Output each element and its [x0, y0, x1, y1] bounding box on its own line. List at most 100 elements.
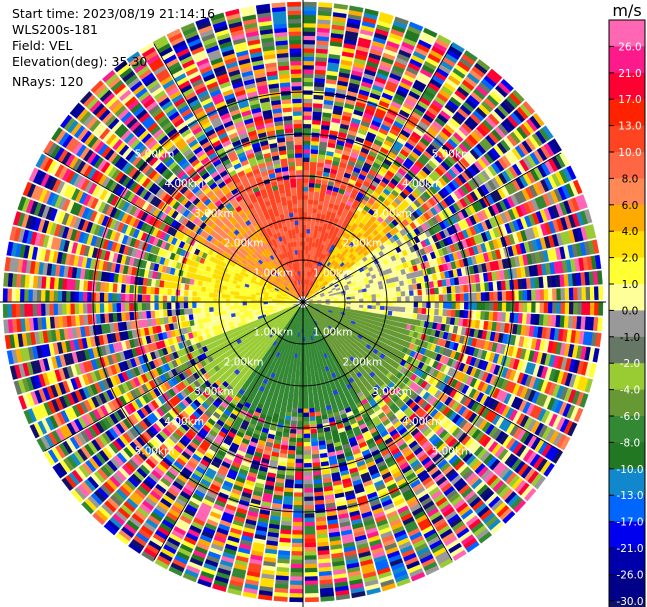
range-gate [505, 290, 511, 301]
range-gate [353, 290, 359, 294]
range-gate [593, 286, 600, 301]
range-gate [302, 157, 310, 162]
range-gate [459, 284, 465, 293]
range-gate [293, 357, 298, 363]
range-gate [333, 303, 339, 306]
range-gate [288, 441, 296, 447]
range-gate [354, 307, 360, 311]
range-gate [518, 290, 524, 301]
range-gate [298, 345, 301, 351]
range-gate [307, 378, 312, 384]
ppi-plot-area [2, 1, 604, 603]
range-gate [312, 107, 323, 113]
range-gate [303, 446, 312, 452]
range-gate [362, 311, 368, 316]
range-gate [463, 301, 469, 310]
range-gate [304, 584, 319, 590]
range-gate [405, 301, 411, 308]
range-gate [535, 301, 541, 313]
range-gate [396, 301, 402, 307]
range-gate [409, 301, 415, 308]
range-gate [309, 407, 315, 414]
range-gate [302, 119, 312, 125]
range-gate [577, 287, 583, 301]
range-gate [312, 458, 321, 464]
range-gate [400, 312, 406, 318]
range-gate [311, 441, 319, 447]
range-gate [455, 309, 461, 318]
range-gate [302, 18, 316, 24]
range-gate [552, 301, 558, 314]
range-gate [404, 312, 410, 319]
range-gate [455, 301, 461, 310]
range-gate [380, 301, 385, 306]
range-gate [287, 449, 296, 456]
range-gate [312, 462, 321, 468]
range-gate [303, 404, 309, 410]
range-gate [358, 295, 364, 299]
range-gate [302, 165, 310, 171]
range-gate [375, 309, 381, 314]
range-gate [295, 462, 304, 468]
range-gate [294, 349, 299, 355]
range-gate [585, 301, 591, 316]
range-gate [560, 301, 566, 315]
range-gate [350, 293, 356, 297]
range-gate [303, 408, 310, 414]
range-gate [492, 311, 498, 322]
range-gate [299, 332, 302, 338]
range-gate [338, 299, 343, 302]
range-gate [496, 311, 503, 322]
range-gate [285, 474, 295, 481]
range-gate [294, 378, 300, 384]
range-gate [304, 475, 313, 481]
range-gate [309, 237, 313, 243]
range-gate [302, 85, 313, 91]
range-gate [539, 289, 545, 301]
range-gate [304, 328, 307, 334]
range-gate [289, 597, 304, 603]
range-gate [388, 292, 394, 298]
range-gate [302, 102, 313, 108]
range-gate [302, 161, 310, 167]
range-gate [302, 10, 317, 16]
range-gate [304, 517, 315, 523]
range-gate [543, 288, 549, 301]
range-gate [304, 525, 316, 531]
range-gate [303, 400, 309, 405]
range-gate [290, 572, 304, 578]
range-gate [329, 298, 335, 301]
range-gate [303, 366, 307, 372]
range-gate [375, 297, 381, 302]
range-gate [291, 408, 298, 414]
range-gate [350, 296, 356, 300]
range-gate [288, 365, 294, 371]
range-gate [289, 386, 295, 392]
range-gate [305, 237, 310, 242]
range-gate [302, 194, 309, 200]
range-gate [400, 291, 406, 297]
range-gate [573, 301, 579, 315]
range-gate [291, 542, 304, 548]
range-gate [346, 304, 352, 307]
range-gate [379, 11, 394, 21]
range-gate [302, 207, 308, 213]
range-gate [303, 454, 312, 460]
range-gate [366, 290, 372, 296]
range-gate [455, 293, 461, 302]
range-gate [303, 391, 309, 397]
range-gate [309, 420, 317, 426]
range-gate [303, 412, 310, 418]
range-gate [350, 304, 356, 308]
range-gate [472, 301, 478, 311]
range-gate [308, 245, 312, 251]
range-gate [304, 266, 307, 272]
range-gate [438, 301, 444, 309]
range-gate [302, 43, 315, 49]
range-gate [309, 169, 317, 176]
range-gate [305, 345, 309, 351]
range-gate [310, 220, 316, 226]
range-gate [295, 454, 304, 460]
range-gate [304, 555, 317, 561]
